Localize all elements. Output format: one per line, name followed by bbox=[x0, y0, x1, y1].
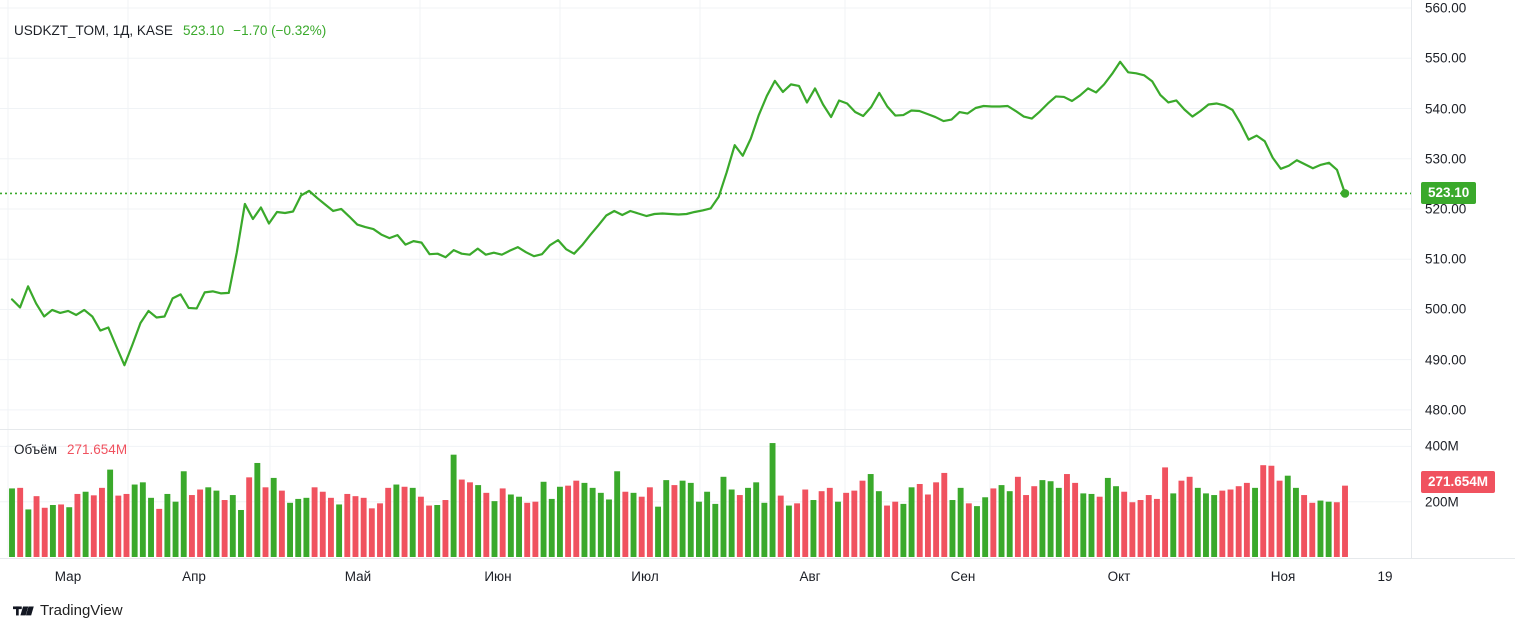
time-axis-tick: Июн bbox=[484, 569, 512, 584]
price-axis-tick: 480.00 bbox=[1425, 402, 1467, 418]
chart-plot-svg bbox=[0, 0, 1411, 557]
time-axis-tick: Ноя bbox=[1270, 569, 1296, 584]
price-axis-tick: 540.00 bbox=[1425, 101, 1467, 116]
time-axis-tick: Авг bbox=[799, 569, 821, 584]
volume-axis-tick: 200M bbox=[1425, 494, 1459, 510]
time-axis-tick: Июл bbox=[631, 569, 659, 584]
current-price-badge: 523.10 bbox=[1421, 182, 1477, 205]
chart-area[interactable] bbox=[0, 0, 1515, 593]
price-axis-tick: 500.00 bbox=[1425, 301, 1467, 317]
current-volume-badge: 271.654M bbox=[1421, 470, 1496, 493]
price-axis-tick: 530.00 bbox=[1425, 151, 1467, 167]
price-axis-tick: 520.00 bbox=[1425, 201, 1467, 217]
time-axis-tick: Апр bbox=[182, 569, 206, 584]
time-scale[interactable]: Мар Апр Май Июн Июл Авг Сен Окт Ноя 19 bbox=[0, 558, 1515, 593]
time-axis-tick: Сен bbox=[950, 569, 976, 584]
time-axis-tick: 19 bbox=[1377, 569, 1393, 584]
price-scale[interactable]: 560.00 550.00 540.00 530.00 520.00 510.00 500.… bbox=[1411, 0, 1515, 593]
time-axis-tick: Май bbox=[344, 569, 372, 584]
tradingview-wordmark: TradingView bbox=[40, 602, 123, 619]
tradingview-logo[interactable]: TradingView bbox=[13, 602, 123, 619]
time-axis-tick: Окт bbox=[1107, 569, 1131, 584]
price-axis-tick: 510.00 bbox=[1425, 251, 1467, 267]
price-axis-tick: 560.00 bbox=[1425, 0, 1467, 16]
time-axis-tick: Мар bbox=[54, 569, 82, 584]
tradingview-glyph-icon bbox=[13, 605, 34, 615]
chart-footer: TradingView bbox=[0, 593, 1515, 634]
price-axis-tick: 550.00 bbox=[1425, 50, 1467, 66]
price-axis-tick: 490.00 bbox=[1425, 352, 1467, 368]
volume-axis-tick: 400M bbox=[1425, 438, 1459, 454]
